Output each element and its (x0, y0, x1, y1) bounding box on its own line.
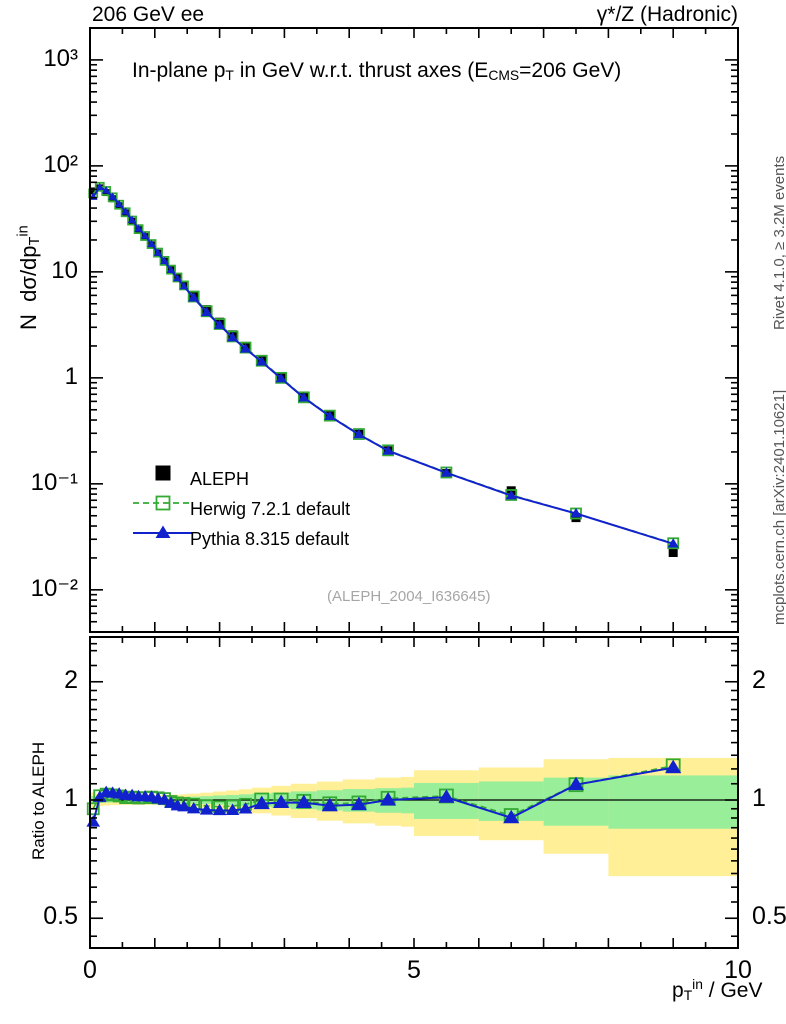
main-point-herwig (179, 280, 189, 291)
ratio-y-tick-label: 1 (64, 784, 78, 812)
main-point-pythia (179, 282, 189, 290)
ratio-y-tick-label: 0.5 (43, 902, 78, 931)
main-point-pythia (667, 538, 679, 548)
main-y-tick-label: 10⁻¹ (30, 468, 78, 496)
ratio-point-pythia (567, 776, 585, 791)
ratio-y-tick-label-right: 1 (752, 784, 766, 812)
main-point-herwig (275, 371, 288, 384)
main-point-pythia (127, 215, 137, 224)
main-line-herwig (92, 185, 674, 545)
main-point-pythia (140, 231, 150, 239)
main-point-pythia (166, 265, 176, 274)
main-point-herwig (255, 354, 268, 367)
main-point-herwig (200, 305, 213, 318)
main-point-pythia (134, 224, 143, 232)
header-left: 206 GeV ee (92, 3, 205, 26)
main-point-herwig (187, 290, 200, 303)
ratio-point-pythia (438, 789, 455, 803)
main-point-aleph (668, 547, 678, 557)
main-point-herwig (505, 489, 518, 501)
legend-marker-aleph (155, 465, 171, 481)
main-point-aleph (89, 187, 97, 195)
ratio-y-tick-label-right: 0.5 (752, 902, 786, 931)
ratio-point-pythia (186, 801, 201, 814)
main-y-tick-label: 1 (64, 362, 78, 390)
x-tick-label: 5 (407, 956, 421, 984)
main-point-pythia (505, 489, 517, 500)
ratio-point-pythia (273, 794, 290, 809)
main-point-herwig (172, 272, 183, 283)
ratio-point-pythia (253, 795, 270, 810)
ratio-point-herwig (86, 802, 100, 816)
ratio-error-band-inner (608, 775, 738, 829)
main-y-tick-label: 10 (51, 256, 78, 284)
main-point-pythia (324, 410, 336, 420)
legend-item-pythia-label: Pythia 8.315 default (190, 529, 350, 549)
main-line-pythia (92, 185, 674, 545)
main-plot-title: In-plane pT in GeV w.r.t. thrust axes (E… (132, 59, 622, 84)
main-panel-frame (89, 27, 739, 633)
main-point-pythia (114, 199, 124, 208)
main-point-herwig (239, 341, 252, 354)
ratio-point-pythia (665, 759, 682, 774)
main-point-pythia (160, 256, 169, 265)
main-point-pythia (95, 182, 105, 191)
main-point-pythia (382, 445, 394, 455)
x-tick-label: 10 (724, 956, 752, 984)
main-point-pythia (353, 428, 365, 439)
ratio-point-pythia (380, 791, 397, 806)
main-point-pythia (153, 248, 163, 256)
ratio-point-pythia (295, 794, 312, 809)
main-point-pythia (275, 372, 287, 383)
main-point-herwig (213, 318, 226, 330)
main-point-herwig (226, 330, 239, 343)
ratio-point-pythia (199, 803, 214, 815)
ratio-y-tick-label-right: 2 (752, 665, 766, 694)
ratio-point-pythia (92, 790, 107, 802)
main-point-herwig (159, 255, 170, 266)
main-point-pythia (214, 319, 226, 329)
ratio-y-tick-label: 2 (64, 665, 78, 694)
main-point-pythia (108, 192, 118, 200)
main-point-pythia (147, 239, 156, 247)
main-y-tick-label: 10² (43, 150, 78, 178)
ratio-point-pythia (238, 802, 253, 814)
main-point-pythia (101, 186, 111, 194)
main-point-pythia (121, 207, 130, 215)
x-tick-label: 0 (83, 956, 97, 984)
legend-item-herwig-label: Herwig 7.2.1 default (190, 499, 351, 519)
main-y-tick-label: 10³ (43, 44, 78, 72)
legend-marker-pythia (155, 525, 171, 539)
header-right: γ*/Z (Hadronic) (596, 3, 738, 26)
main-point-pythia (188, 292, 200, 302)
ratio-point-pythia (212, 803, 227, 816)
ratio-point-pythia (225, 803, 240, 816)
ratio-point-pythia (503, 809, 520, 824)
main-point-pythia (239, 343, 252, 353)
legend-marker-herwig (155, 495, 171, 511)
main-point-pythia (440, 467, 452, 477)
main-point-pythia (173, 273, 182, 282)
ratio-point-pythia (177, 799, 191, 812)
main-point-herwig (166, 264, 176, 275)
main-y-tick-label: 10⁻² (30, 574, 78, 602)
legend-item-aleph-label: ALEPH (190, 469, 250, 489)
ratio-point-pythia (86, 815, 101, 827)
main-point-pythia (570, 507, 582, 518)
analysis-watermark: (ALEPH_2004_I636645) (327, 588, 491, 605)
ratio-point-pythia (350, 796, 367, 811)
x-axis-label: pTin / GeV (672, 976, 763, 1004)
main-point-pythia (256, 356, 268, 366)
main-point-pythia (226, 331, 239, 342)
main-point-pythia (298, 392, 310, 402)
main-point-pythia (201, 306, 213, 317)
ratio-point-pythia (321, 797, 338, 812)
